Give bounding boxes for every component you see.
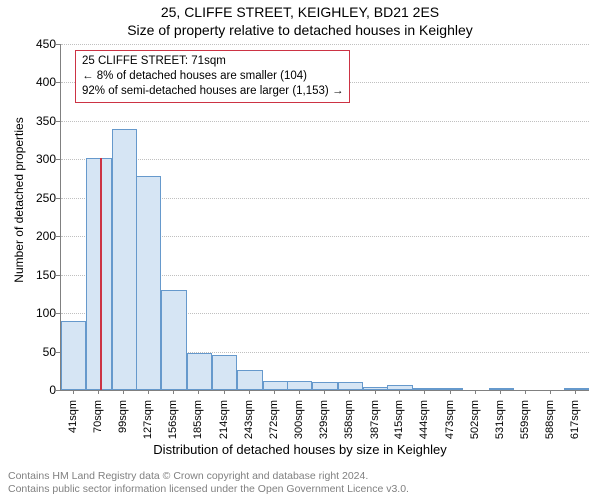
x-tick-mark: [299, 390, 300, 394]
plot-area: 25 CLIFFE STREET: 71sqm ← 8% of detached…: [60, 44, 589, 391]
chart-title-line2: Size of property relative to detached ho…: [0, 22, 600, 38]
x-tick-mark: [450, 390, 451, 394]
histogram-bar: [263, 381, 288, 390]
y-tick-label: 200: [26, 229, 56, 243]
x-tick-mark: [324, 390, 325, 394]
gridline: [61, 159, 589, 160]
y-tick-label: 150: [26, 268, 56, 282]
y-tick-label: 450: [26, 37, 56, 51]
x-tick-label: 358sqm: [343, 400, 355, 446]
y-tick-mark: [56, 275, 60, 276]
y-tick-mark: [56, 236, 60, 237]
x-tick-mark: [349, 390, 350, 394]
x-tick-mark: [224, 390, 225, 394]
histogram-bar: [161, 290, 186, 390]
x-tick-mark: [123, 390, 124, 394]
x-tick-label: 70sqm: [92, 400, 104, 446]
annotation-line2: ← 8% of detached houses are smaller (104…: [82, 69, 343, 84]
y-tick-mark: [56, 352, 60, 353]
y-tick-mark: [56, 313, 60, 314]
histogram-bar: [61, 321, 86, 390]
y-tick-mark: [56, 198, 60, 199]
x-tick-label: 99sqm: [117, 400, 129, 446]
x-tick-mark: [148, 390, 149, 394]
x-tick-mark: [500, 390, 501, 394]
histogram-bar: [112, 129, 137, 390]
x-tick-label: 559sqm: [519, 400, 531, 446]
x-tick-label: 502sqm: [469, 400, 481, 446]
y-tick-mark: [56, 82, 60, 83]
y-tick-label: 400: [26, 75, 56, 89]
x-tick-label: 329sqm: [318, 400, 330, 446]
gridline: [61, 121, 589, 122]
x-tick-label: 300sqm: [293, 400, 305, 446]
x-tick-label: 272sqm: [268, 400, 280, 446]
x-tick-mark: [424, 390, 425, 394]
x-tick-mark: [173, 390, 174, 394]
x-tick-mark: [375, 390, 376, 394]
x-tick-label: 531sqm: [494, 400, 506, 446]
x-tick-label: 127sqm: [142, 400, 154, 446]
x-tick-label: 185sqm: [192, 400, 204, 446]
x-tick-mark: [399, 390, 400, 394]
annotation-box: 25 CLIFFE STREET: 71sqm ← 8% of detached…: [75, 50, 350, 103]
x-tick-label: 41sqm: [67, 400, 79, 446]
x-tick-label: 444sqm: [418, 400, 430, 446]
y-tick-label: 250: [26, 191, 56, 205]
gridline: [61, 44, 589, 45]
y-tick-label: 0: [26, 383, 56, 397]
y-tick-mark: [56, 159, 60, 160]
x-tick-label: 588sqm: [544, 400, 556, 446]
histogram-bar: [212, 355, 237, 390]
histogram-bar: [312, 382, 337, 390]
y-tick-mark: [56, 44, 60, 45]
x-tick-mark: [550, 390, 551, 394]
y-tick-label: 50: [26, 345, 56, 359]
footer-line1: Contains HM Land Registry data © Crown c…: [8, 470, 592, 483]
x-tick-label: 387sqm: [369, 400, 381, 446]
marker-line: [100, 158, 102, 390]
histogram-bar: [287, 381, 312, 390]
x-tick-mark: [73, 390, 74, 394]
x-tick-mark: [575, 390, 576, 394]
chart-title-line1: 25, CLIFFE STREET, KEIGHLEY, BD21 2ES: [0, 4, 600, 20]
histogram-bar: [237, 370, 262, 390]
x-tick-label: 214sqm: [218, 400, 230, 446]
x-tick-mark: [525, 390, 526, 394]
annotation-line3: 92% of semi-detached houses are larger (…: [82, 84, 343, 99]
y-tick-mark: [56, 121, 60, 122]
y-tick-label: 350: [26, 114, 56, 128]
x-tick-mark: [98, 390, 99, 394]
footer-line2: Contains public sector information licen…: [8, 483, 592, 496]
x-tick-label: 415sqm: [393, 400, 405, 446]
x-tick-mark: [274, 390, 275, 394]
y-tick-label: 300: [26, 152, 56, 166]
x-tick-mark: [249, 390, 250, 394]
y-tick-mark: [56, 390, 60, 391]
x-tick-mark: [198, 390, 199, 394]
annotation-line1: 25 CLIFFE STREET: 71sqm: [82, 54, 343, 69]
histogram-bar: [136, 176, 161, 390]
histogram-bar: [187, 353, 212, 390]
x-tick-mark: [475, 390, 476, 394]
footer-attribution: Contains HM Land Registry data © Crown c…: [8, 470, 592, 496]
x-tick-label: 473sqm: [444, 400, 456, 446]
x-tick-label: 156sqm: [167, 400, 179, 446]
x-tick-label: 617sqm: [569, 400, 581, 446]
chart-container: 25, CLIFFE STREET, KEIGHLEY, BD21 2ES Si…: [0, 0, 600, 500]
y-tick-label: 100: [26, 306, 56, 320]
histogram-bar: [338, 382, 363, 390]
x-tick-label: 243sqm: [243, 400, 255, 446]
